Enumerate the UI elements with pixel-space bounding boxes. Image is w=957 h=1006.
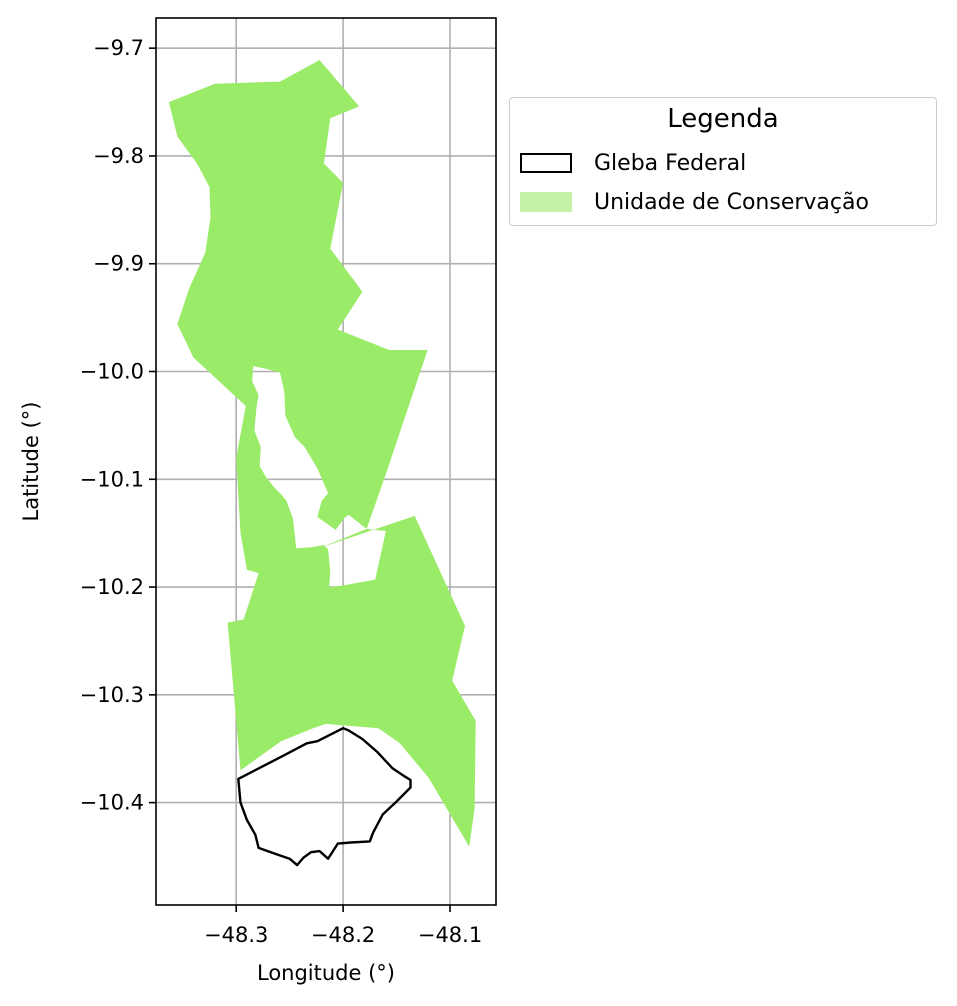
x-axis-ticks: −48.3 −48.2 −48.1 bbox=[204, 905, 482, 947]
legend-title: Legenda bbox=[667, 104, 779, 134]
y-tick-label-1: −9.8 bbox=[93, 144, 144, 168]
axes-frame bbox=[155, 17, 497, 906]
map-features bbox=[168, 60, 476, 867]
gleba-federal-polygon bbox=[237, 727, 412, 867]
unidade-de-conservacao-polygon bbox=[168, 60, 476, 847]
legend-label-unidade-de-conservacao: Unidade de Conservação bbox=[594, 189, 869, 215]
y-tick-label-4: −10.1 bbox=[80, 467, 144, 491]
y-tick-label-5: −10.2 bbox=[80, 575, 144, 599]
y-axis-label: Latitude (°) bbox=[19, 402, 43, 522]
x-tick-label-2: −48.1 bbox=[418, 923, 482, 947]
plot-area bbox=[155, 17, 497, 906]
x-tick-label-0: −48.3 bbox=[204, 923, 268, 947]
y-tick-label-7: −10.4 bbox=[80, 791, 144, 815]
y-tick-label-6: −10.3 bbox=[80, 683, 144, 707]
legend-entry-gleba-federal: Gleba Federal bbox=[520, 150, 746, 176]
y-tick-label-3: −10.0 bbox=[80, 360, 144, 384]
legend-label-gleba-federal: Gleba Federal bbox=[594, 150, 747, 176]
y-tick-label-2: −9.9 bbox=[93, 252, 144, 276]
x-axis-label: Longitude (°) bbox=[257, 961, 395, 985]
y-axis-ticks: −9.7 −9.8 −9.9 −10.0 −10.1 −10.2 −10.3 −10.4 bbox=[80, 36, 156, 815]
legend-swatch-gleba-federal bbox=[520, 153, 572, 173]
x-tick-label-1: −48.2 bbox=[311, 923, 375, 947]
y-tick-label-0: −9.7 bbox=[93, 36, 144, 60]
legend-entry-unidade-de-conservacao: Unidade de Conservação bbox=[520, 189, 869, 215]
legend-swatch-unidade-de-conservacao bbox=[520, 192, 572, 212]
legend: Legenda Gleba Federal Unidade de Conserv… bbox=[509, 97, 937, 226]
